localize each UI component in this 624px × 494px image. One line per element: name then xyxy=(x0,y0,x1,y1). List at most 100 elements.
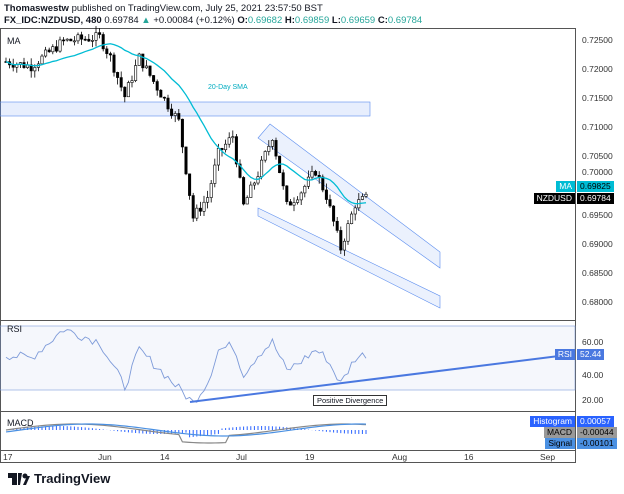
tradingview-logo[interactable]: TradingView xyxy=(8,471,110,486)
divergence-line xyxy=(189,353,576,403)
time-axis-label: Aug xyxy=(392,452,408,462)
candle-body xyxy=(62,39,66,42)
publish-info: Thomaswestw published on TradingView.com… xyxy=(4,3,323,14)
candle-body xyxy=(116,72,120,78)
price-axis-label: 0.70000 xyxy=(582,167,613,177)
candle-body xyxy=(224,143,228,151)
rsi-tag: RSI xyxy=(554,349,575,360)
candle-body xyxy=(177,113,181,120)
candle-body xyxy=(227,137,231,145)
price-axis-label: 0.72500 xyxy=(582,35,613,45)
candle-body xyxy=(108,53,112,56)
candle-body xyxy=(47,49,51,53)
candle-body xyxy=(94,32,98,41)
candle-body xyxy=(238,163,242,178)
candle-body xyxy=(296,199,300,203)
candle-body xyxy=(105,48,109,54)
price-axis-label: 0.68500 xyxy=(582,267,613,278)
candle-body xyxy=(263,151,267,161)
rsi-value-tag: 52.44 xyxy=(577,349,605,360)
candle-body xyxy=(162,96,166,99)
candle-body xyxy=(69,38,73,42)
candle-body xyxy=(206,197,210,203)
candle-body xyxy=(51,46,55,53)
candle-body xyxy=(152,75,156,82)
candle-body xyxy=(72,40,76,43)
rsi-line xyxy=(5,329,367,403)
price-axis-label: 0.71000 xyxy=(582,122,613,133)
up-arrow-icon: ▲ xyxy=(141,15,151,26)
candle-body xyxy=(119,77,123,88)
divergence-annotation: Positive Divergence xyxy=(313,395,388,406)
candle-body xyxy=(342,240,346,251)
candle-body xyxy=(191,195,195,219)
macd-line xyxy=(5,423,367,444)
candle-body xyxy=(216,148,220,166)
macd-pane-label: MACD xyxy=(7,418,34,428)
candle-body xyxy=(346,223,350,242)
chart-frame xyxy=(0,28,576,463)
rsi-axis-label: 40.00 xyxy=(582,370,604,380)
candle-body xyxy=(299,192,303,201)
candle-body xyxy=(249,184,253,198)
upper-channel xyxy=(257,123,441,269)
candle-body xyxy=(245,197,249,205)
candle-body xyxy=(126,82,130,98)
candle-body xyxy=(260,159,264,177)
candle-body xyxy=(180,118,184,148)
symbol-value-tag: 0.69784 xyxy=(577,193,614,204)
sma-annotation: 20-Day SMA xyxy=(208,84,248,91)
candle-body xyxy=(130,80,134,83)
candle-body xyxy=(292,202,296,206)
price-axis-label: 0.68000 xyxy=(582,296,613,307)
candle-body xyxy=(252,182,256,186)
candle-body xyxy=(148,65,152,76)
price-axis-label: 0.69000 xyxy=(582,238,613,249)
symbol-info: FX_IDC:NZDUSD, 480 0.69784 ▲ +0.00084 (+… xyxy=(4,15,423,26)
candle-body xyxy=(306,176,310,187)
candle-body xyxy=(159,89,163,98)
time-axis-label: Jul xyxy=(236,452,247,462)
candle-body xyxy=(328,199,332,207)
candle-body xyxy=(188,173,192,196)
main-pane-label: MA xyxy=(7,36,21,46)
time-axis-label: 17 xyxy=(3,452,13,462)
candle-body xyxy=(58,39,62,52)
time-axis-label: Sep xyxy=(540,452,556,462)
candle-body xyxy=(137,53,141,66)
candle-body xyxy=(40,55,44,65)
time-axis-label: 14 xyxy=(160,452,170,462)
candle-body xyxy=(184,146,188,175)
price-axis-label: 0.71500 xyxy=(582,93,613,104)
candle-body xyxy=(213,164,217,184)
rsi-band xyxy=(0,325,576,391)
candle-body xyxy=(310,171,314,178)
candle-body xyxy=(141,53,145,69)
candle-body xyxy=(281,172,285,187)
candle-body xyxy=(285,185,289,202)
candle-body xyxy=(80,34,84,40)
candle-body xyxy=(350,213,354,224)
candle-body xyxy=(231,136,235,139)
candle-body xyxy=(339,230,343,251)
ma-value-tag: 0.69825 xyxy=(577,181,614,192)
candle-body xyxy=(101,34,105,50)
sma-line xyxy=(5,43,367,205)
candle-body xyxy=(166,97,170,110)
rsi-axis-label: 60.00 xyxy=(582,337,604,347)
candle-body xyxy=(267,146,271,152)
candle-body xyxy=(33,67,37,72)
candle-body xyxy=(324,189,328,200)
ma-tag: MA xyxy=(556,181,575,192)
candle-body xyxy=(270,140,274,147)
price-axis-label: 0.70500 xyxy=(582,151,613,162)
candle-body xyxy=(170,108,174,116)
candle-body xyxy=(314,171,318,176)
time-axis-label: 19 xyxy=(305,452,315,462)
candle-body xyxy=(87,38,91,42)
signal-tag: Signal xyxy=(545,438,575,449)
candle-body xyxy=(321,176,325,191)
macd-value-tag: -0.00044 xyxy=(577,427,617,438)
candle-body xyxy=(195,207,199,219)
